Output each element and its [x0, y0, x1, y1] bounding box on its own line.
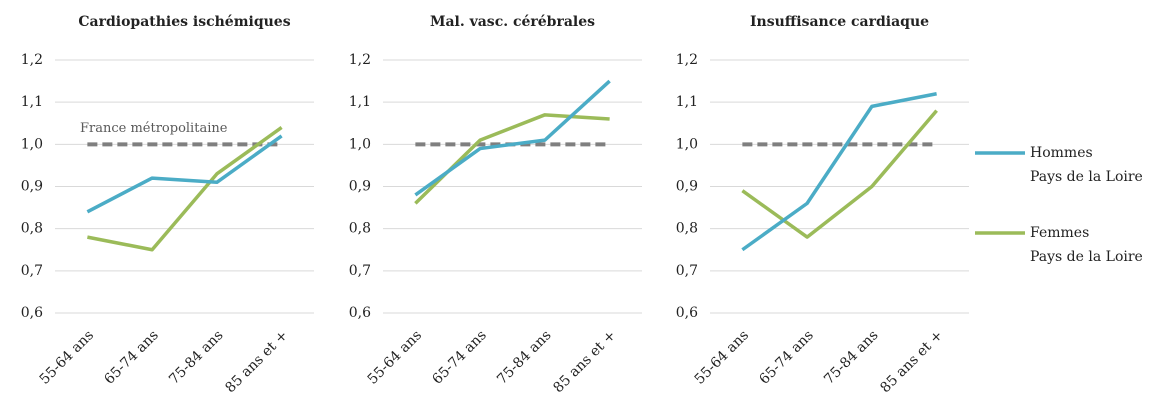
y-tick-label: 1,2 — [676, 52, 698, 68]
y-tick-label: 0,8 — [349, 221, 371, 237]
series-line — [741, 92, 937, 252]
y-tick-label: 1,0 — [21, 136, 43, 152]
legend-entry: Femmes Pays de la Loire — [1030, 225, 1143, 265]
series-line — [414, 79, 611, 197]
y-tick-label: 0,9 — [676, 179, 698, 195]
y-tick-label: 1,0 — [676, 136, 698, 152]
x-tick-label: 55-64 ans — [365, 327, 425, 387]
y-tick-label: 1,1 — [349, 94, 371, 110]
reference-label: France métropolitaine — [80, 121, 228, 136]
chart-title: Insuffisance cardiaque — [750, 14, 929, 30]
x-tick-label: 65-74 ans — [429, 327, 489, 387]
series-line — [87, 126, 283, 252]
x-tick-label: 65-74 ans — [756, 327, 816, 387]
x-tick-label: 85 ans et + — [877, 327, 946, 396]
series-line — [86, 134, 283, 214]
chart-title: Cardiopathies ischémiques — [78, 14, 290, 30]
x-tick-label: 85 ans et + — [550, 327, 619, 396]
x-tick-label: 75-84 ans — [494, 327, 554, 387]
y-tick-label: 0,6 — [349, 305, 371, 321]
chart-title: Mal. vasc. cérébrales — [430, 14, 595, 30]
x-tick-label: 75-84 ans — [821, 327, 881, 387]
y-tick-label: 0,6 — [676, 305, 698, 321]
y-tick-label: 1,2 — [349, 52, 371, 68]
x-tick-label: 85 ans et + — [222, 327, 291, 396]
y-tick-label: 0,7 — [21, 263, 43, 279]
y-tick-label: 0,9 — [349, 179, 371, 195]
x-tick-label: 55-64 ans — [692, 327, 752, 387]
y-tick-label: 0,8 — [676, 221, 698, 237]
series-line — [414, 113, 610, 205]
y-tick-label: 1,2 — [21, 52, 43, 68]
legend-entry: Hommes Pays de la Loire — [1030, 145, 1143, 185]
y-tick-label: 1,1 — [21, 94, 43, 110]
y-tick-label: 1,1 — [676, 94, 698, 110]
x-tick-label: 65-74 ans — [101, 327, 161, 387]
y-tick-label: 0,7 — [676, 263, 698, 279]
x-tick-label: 75-84 ans — [166, 327, 226, 387]
y-tick-label: 0,9 — [21, 179, 43, 195]
series-line — [741, 109, 938, 239]
x-tick-label: 55-64 ans — [37, 327, 97, 387]
y-tick-label: 0,6 — [21, 305, 43, 321]
y-tick-label: 1,0 — [349, 136, 371, 152]
y-tick-label: 0,8 — [21, 221, 43, 237]
y-tick-label: 0,7 — [349, 263, 371, 279]
